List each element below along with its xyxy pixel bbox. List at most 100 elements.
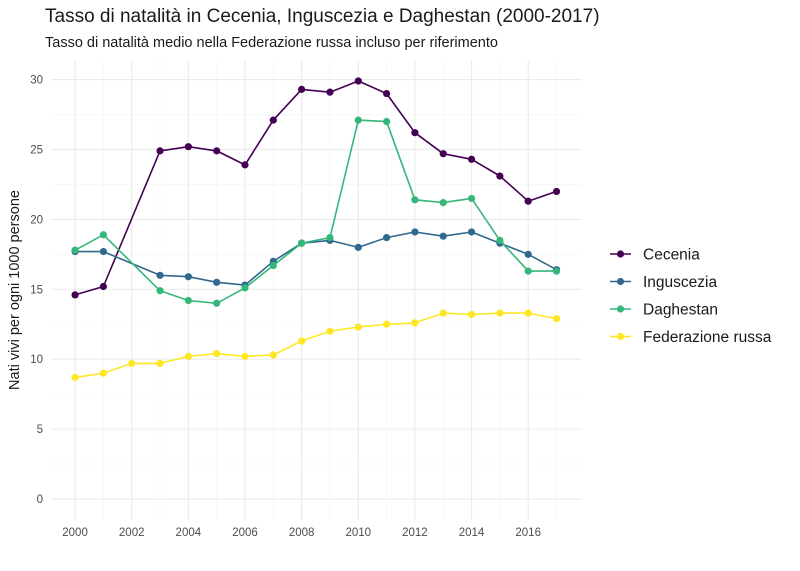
- chart-title: Tasso di natalità in Cecenia, Inguscezia…: [45, 6, 600, 27]
- legend-key-point: [616, 332, 625, 341]
- data-point-cecenia: [439, 150, 447, 158]
- data-point-cecenia: [269, 116, 277, 124]
- gridlines: [51, 60, 582, 520]
- legend-key-point: [616, 250, 625, 258]
- data-point-federazione-russa: [467, 310, 476, 319]
- data-point-inguscezia: [354, 243, 362, 251]
- series-inguscezia: [71, 228, 561, 289]
- data-point-cecenia: [552, 187, 561, 196]
- x-tick-label: 2006: [232, 527, 258, 539]
- data-point-cecenia: [326, 88, 334, 96]
- y-tick-label: 25: [30, 144, 43, 156]
- data-point-inguscezia: [99, 247, 107, 256]
- data-point-inguscezia: [156, 271, 164, 279]
- series-federazione-russa: [71, 309, 561, 381]
- data-point-cecenia: [467, 155, 476, 163]
- legend-key-point: [616, 277, 625, 286]
- data-point-federazione-russa: [382, 320, 391, 328]
- data-point-cecenia: [184, 143, 192, 151]
- y-tick-label: 5: [37, 424, 43, 436]
- x-tick-label: 2002: [119, 527, 145, 539]
- series-line-daghestan: [74, 119, 557, 305]
- y-axis-ticks: 0 5 10 15 20 25 30: [30, 75, 43, 506]
- legend-item-daghestan: Daghestan: [610, 302, 718, 319]
- y-tick-label: 0: [37, 494, 43, 506]
- data-point-federazione-russa: [184, 352, 192, 361]
- data-point-federazione-russa: [241, 352, 249, 361]
- data-point-daghestan: [241, 284, 249, 292]
- y-axis-title: Nati vivi per ogni 1000 persone: [7, 190, 23, 390]
- legend-item-cecenia: Cecenia: [610, 247, 700, 264]
- data-point-federazione-russa: [354, 323, 362, 331]
- series-cecenia: [71, 77, 561, 299]
- data-point-inguscezia: [467, 228, 476, 236]
- data-point-federazione-russa: [496, 309, 504, 317]
- data-point-daghestan: [411, 196, 419, 204]
- data-point-cecenia: [411, 129, 419, 137]
- legend-label: Federazione russa: [643, 329, 772, 346]
- data-point-daghestan: [382, 117, 391, 126]
- data-point-federazione-russa: [524, 309, 532, 317]
- y-tick-label: 20: [30, 214, 43, 226]
- data-point-inguscezia: [439, 232, 447, 240]
- legend-label: Inguscezia: [643, 274, 717, 291]
- x-tick-label: 2000: [62, 527, 88, 539]
- x-axis-ticks: 2000 2002 2004 2006 2008 2010 2012 2014 2016: [62, 527, 541, 539]
- data-point-cecenia: [156, 147, 164, 155]
- data-point-federazione-russa: [411, 319, 419, 327]
- data-point-daghestan: [524, 267, 532, 275]
- data-point-inguscezia: [411, 228, 419, 236]
- series-line-federazione-russa: [74, 312, 557, 379]
- data-point-daghestan: [156, 287, 164, 295]
- data-point-cecenia: [496, 172, 504, 180]
- data-point-inguscezia: [524, 250, 532, 258]
- data-point-daghestan: [354, 116, 362, 124]
- data-point-cecenia: [382, 89, 391, 98]
- data-point-federazione-russa: [552, 315, 561, 323]
- data-point-cecenia: [524, 197, 532, 205]
- data-point-daghestan: [496, 236, 504, 244]
- data-point-federazione-russa: [156, 359, 164, 368]
- data-point-daghestan: [213, 299, 221, 307]
- data-point-federazione-russa: [213, 350, 221, 358]
- data-point-cecenia: [298, 85, 306, 93]
- data-point-cecenia: [71, 291, 79, 299]
- data-point-inguscezia: [213, 278, 221, 286]
- data-point-federazione-russa: [326, 327, 334, 335]
- x-tick-label: 2016: [515, 527, 541, 539]
- data-point-daghestan: [269, 261, 277, 270]
- chart-subtitle: Tasso di natalità medio nella Federazion…: [45, 35, 498, 51]
- data-point-inguscezia: [382, 233, 391, 242]
- data-point-daghestan: [439, 199, 447, 207]
- legend-key-point: [616, 305, 625, 313]
- legend-label: Daghestan: [643, 302, 718, 319]
- data-point-federazione-russa: [298, 337, 306, 345]
- data-point-daghestan: [184, 296, 192, 305]
- data-point-daghestan: [71, 246, 79, 254]
- data-point-daghestan: [298, 239, 306, 247]
- x-tick-label: 2012: [402, 527, 428, 539]
- data-point-cecenia: [354, 77, 362, 85]
- data-point-daghestan: [467, 194, 476, 203]
- legend-item-federazione-russa: Federazione russa: [610, 329, 772, 346]
- y-tick-label: 15: [30, 284, 43, 296]
- series-line-cecenia: [74, 80, 557, 296]
- y-tick-label: 30: [30, 75, 43, 87]
- data-point-federazione-russa: [439, 309, 447, 317]
- data-point-inguscezia: [184, 273, 192, 281]
- data-point-daghestan: [552, 267, 561, 275]
- x-tick-label: 2004: [176, 527, 202, 539]
- series-daghestan: [71, 116, 561, 307]
- data-point-federazione-russa: [71, 373, 79, 381]
- data-point-cecenia: [99, 282, 107, 291]
- data-point-federazione-russa: [99, 369, 107, 377]
- x-tick-label: 2014: [459, 527, 485, 539]
- data-point-cecenia: [213, 147, 221, 155]
- legend: Cecenia Inguscezia Daghestan Federazione ru…: [610, 247, 772, 346]
- legend-item-inguscezia: Inguscezia: [610, 274, 717, 291]
- x-tick-label: 2008: [289, 527, 315, 539]
- y-tick-label: 10: [30, 354, 43, 366]
- x-tick-label: 2010: [345, 527, 371, 539]
- legend-label: Cecenia: [643, 247, 700, 264]
